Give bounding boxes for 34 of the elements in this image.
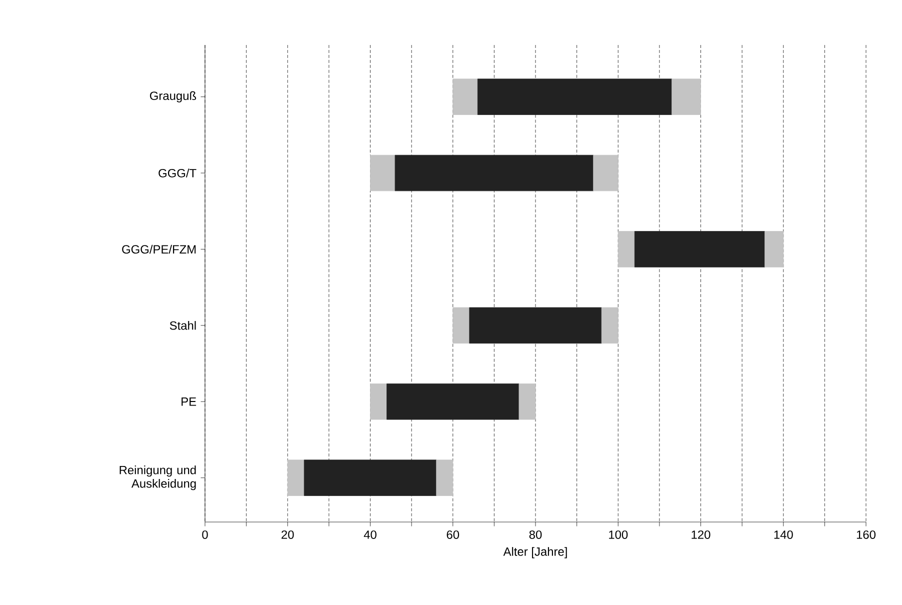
x-tick-label: 40 <box>364 530 376 539</box>
bar <box>469 307 602 344</box>
x-tick-label: 100 <box>609 530 628 539</box>
bar <box>634 231 765 268</box>
bar <box>304 460 437 496</box>
bar <box>601 307 618 344</box>
y-tick-label: Grauguß <box>150 91 196 102</box>
bar <box>394 154 594 192</box>
y-tick-label: GGG/T <box>158 168 196 178</box>
bar <box>618 231 635 268</box>
x-tick-label: 80 <box>529 530 542 539</box>
x-tick-label: 140 <box>774 530 793 539</box>
bar <box>452 78 478 115</box>
bar <box>370 154 396 192</box>
y-tick-label: Stahl <box>170 321 196 330</box>
bar <box>593 154 618 192</box>
x-axis-title: Alter [Jahre] <box>503 547 567 558</box>
bar <box>287 460 304 496</box>
bar <box>386 384 520 420</box>
bar <box>518 384 536 420</box>
y-tick-label: PE <box>182 398 196 406</box>
x-tick-label: 160 <box>856 530 876 539</box>
bar <box>764 231 784 268</box>
bar <box>370 384 387 420</box>
bar <box>477 78 672 115</box>
x-tick-label: 120 <box>692 530 710 539</box>
x-tick-label: 20 <box>282 530 294 539</box>
x-tick-label: 60 <box>446 530 460 539</box>
y-tick-label: Reinigung und Auskleidung <box>120 466 196 490</box>
x-tick-label: 0 <box>202 530 208 539</box>
bar <box>436 460 454 496</box>
bar <box>452 307 470 344</box>
bar <box>672 78 701 115</box>
y-tick-label: GGG/PE/FZM <box>122 244 196 254</box>
